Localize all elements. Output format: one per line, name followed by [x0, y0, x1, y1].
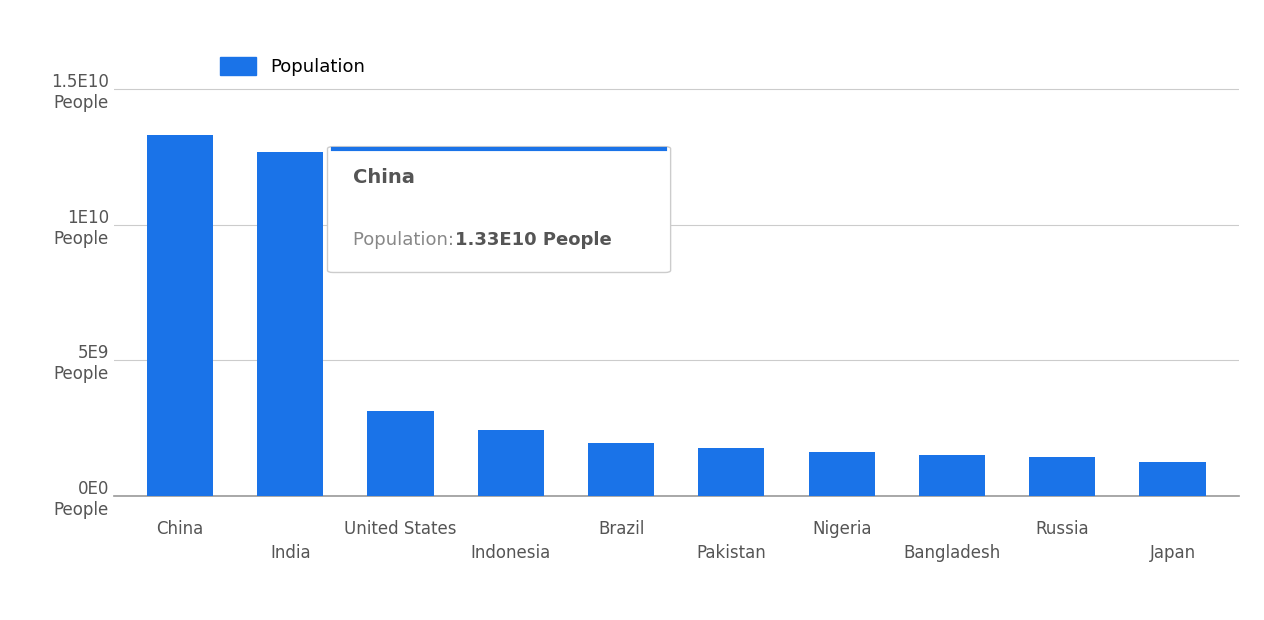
- Text: India: India: [270, 544, 311, 562]
- Bar: [478, 430, 544, 496]
- Text: Nigeria: Nigeria: [811, 520, 871, 538]
- Bar: [1029, 457, 1096, 496]
- Bar: [1139, 461, 1206, 496]
- Bar: [809, 452, 875, 496]
- Text: Pakistan: Pakistan: [696, 544, 766, 562]
- Text: China: China: [354, 168, 416, 187]
- Text: Japan: Japan: [1149, 544, 1196, 562]
- Bar: [698, 448, 765, 496]
- Text: Indonesia: Indonesia: [470, 544, 551, 562]
- Text: China: China: [157, 520, 204, 538]
- Bar: [147, 135, 214, 496]
- Text: Brazil: Brazil: [598, 520, 645, 538]
- Bar: [919, 454, 985, 496]
- Legend: Population: Population: [212, 50, 373, 83]
- FancyBboxPatch shape: [327, 147, 671, 273]
- Text: Population:: Population:: [354, 231, 460, 249]
- Text: United States: United States: [344, 520, 456, 538]
- Text: Bangladesh: Bangladesh: [904, 544, 1001, 562]
- Bar: [257, 151, 324, 496]
- Bar: [588, 443, 655, 496]
- Text: Russia: Russia: [1035, 520, 1090, 538]
- Bar: [368, 411, 434, 496]
- Text: 1.33E10 People: 1.33E10 People: [455, 231, 612, 249]
